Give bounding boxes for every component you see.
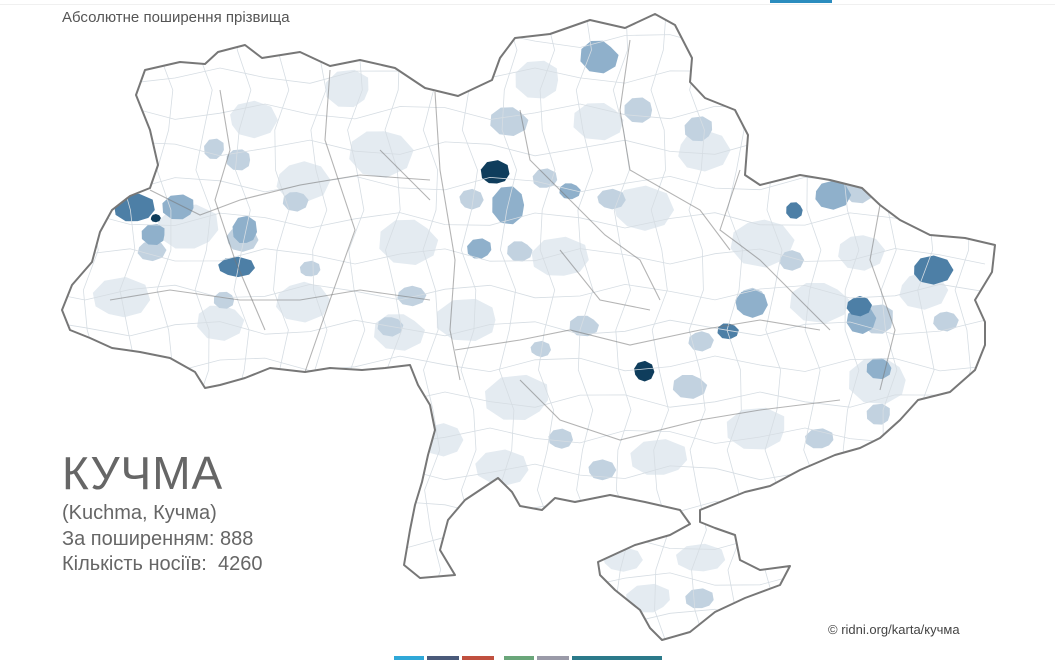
district-area — [846, 296, 872, 317]
district-area — [588, 459, 617, 481]
district-area — [276, 281, 331, 323]
district-area — [485, 374, 549, 420]
district-area — [580, 40, 619, 74]
district-area — [379, 219, 439, 265]
district-area — [377, 317, 404, 337]
oblast-border — [519, 109, 661, 301]
district-area — [299, 260, 321, 277]
district-area — [678, 130, 731, 172]
district-area — [815, 180, 852, 210]
district-area — [933, 311, 959, 332]
district-area — [730, 219, 795, 268]
rank-text: За поширенням: 888 — [62, 528, 254, 550]
top-accent-bar — [770, 0, 832, 3]
district-area — [204, 138, 224, 159]
bottom-tab-swatch[interactable] — [427, 656, 459, 660]
oblast-border — [869, 204, 896, 391]
district-area — [634, 360, 655, 382]
district-area — [849, 357, 906, 404]
district-area — [779, 250, 805, 271]
district-area — [685, 588, 714, 609]
district-area — [325, 69, 369, 108]
district-area — [141, 224, 165, 245]
oblast-border — [454, 319, 821, 351]
district-area — [569, 315, 599, 337]
oblast-border — [619, 39, 731, 251]
district-area — [789, 283, 850, 324]
district-area — [626, 583, 670, 613]
district-area — [676, 543, 726, 572]
district-area — [717, 323, 739, 340]
bearers-count-text: Кількість носіїв: 4260 — [62, 553, 263, 575]
oblast-border — [719, 169, 831, 331]
district-area — [866, 358, 892, 380]
oblast-border — [214, 89, 266, 331]
surname-variants: (Kuchma, Кучма) — [62, 502, 217, 524]
district-line — [62, 212, 986, 229]
district-area — [726, 407, 785, 450]
oblast-border — [434, 91, 461, 381]
district-area — [866, 403, 890, 425]
district-area — [230, 100, 278, 139]
bottom-tab-swatch[interactable] — [572, 656, 662, 660]
district-line — [62, 283, 986, 301]
district-area — [688, 331, 714, 352]
district-area — [450, 523, 487, 558]
oblast-border — [559, 249, 651, 311]
oblast-border — [109, 289, 431, 301]
district-area — [213, 291, 235, 309]
oblast-border — [519, 379, 841, 441]
district-area — [597, 188, 626, 210]
district-area — [613, 185, 675, 231]
surname-title: КУЧМА — [62, 447, 224, 499]
oblast-border — [304, 69, 356, 373]
district-area — [397, 285, 427, 307]
source-credit-link[interactable]: © ridni.org/karta/кучма — [828, 622, 960, 637]
bottom-tab-swatch[interactable] — [537, 656, 569, 660]
oblast-border — [149, 174, 431, 216]
bottom-tab-swatch[interactable] — [462, 656, 494, 660]
bottom-tab-swatch[interactable] — [394, 656, 424, 660]
district-area — [507, 241, 533, 262]
district-area — [459, 188, 484, 210]
district-line — [62, 248, 986, 265]
oblast-border — [379, 149, 431, 201]
district-area — [530, 340, 551, 358]
map-title: Абсолютне поширення прізвища — [62, 9, 290, 26]
district-area — [467, 238, 492, 259]
district-area — [786, 202, 803, 219]
district-area — [349, 131, 414, 178]
district-area — [672, 375, 708, 399]
district-area — [150, 214, 161, 223]
district-area — [573, 103, 624, 141]
district-area — [137, 240, 167, 262]
district-area — [735, 289, 768, 318]
district-area — [548, 428, 573, 449]
country-border — [61, 13, 996, 641]
district-area — [226, 149, 251, 171]
top-divider — [0, 4, 1055, 5]
district-area — [684, 116, 713, 142]
district-area — [475, 449, 529, 486]
district-area — [914, 255, 954, 285]
bottom-tab-swatch[interactable] — [504, 656, 534, 660]
district-area — [232, 215, 257, 243]
district-area — [490, 107, 529, 136]
district-line — [62, 319, 986, 337]
district-area — [218, 256, 255, 278]
district-area — [282, 192, 309, 212]
district-area — [276, 161, 331, 203]
